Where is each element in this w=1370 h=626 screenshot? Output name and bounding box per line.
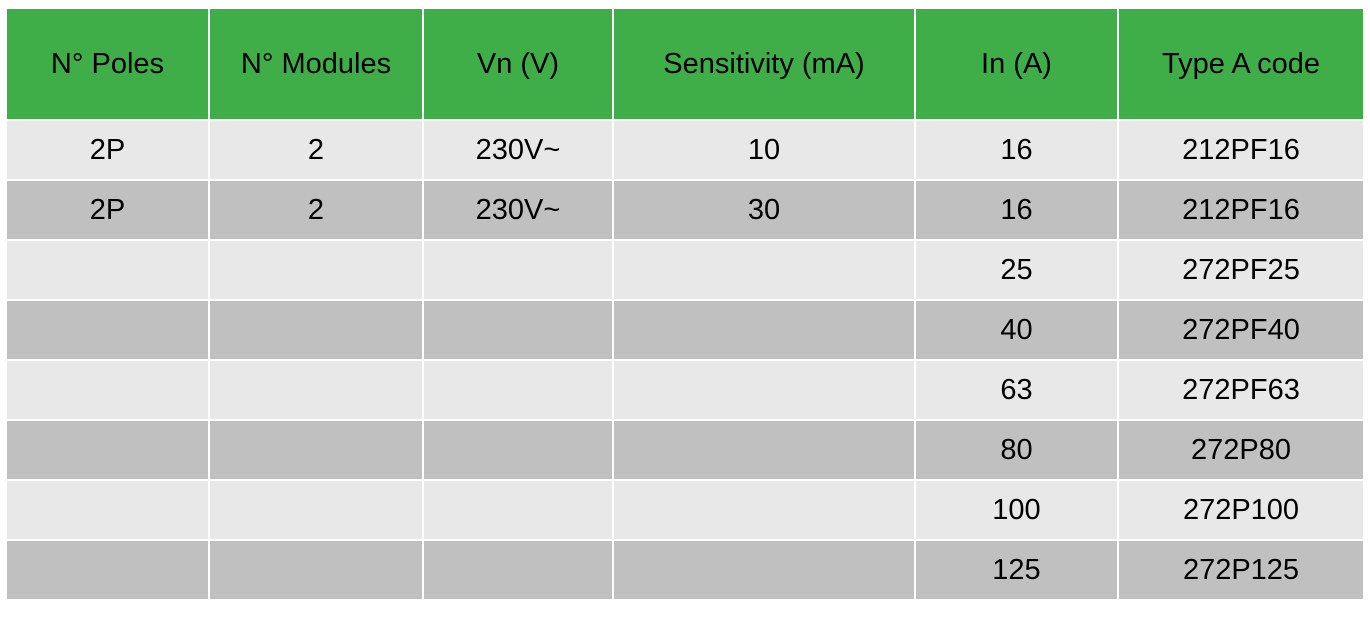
header-voltage: Vn (V) bbox=[422, 7, 614, 121]
cell-current: 25 bbox=[914, 239, 1119, 301]
cell-poles: 2P bbox=[5, 119, 210, 181]
cell-modules bbox=[208, 239, 424, 301]
header-modules: N° Modules bbox=[208, 7, 424, 121]
cell-current: 100 bbox=[914, 479, 1119, 541]
cell-voltage bbox=[422, 419, 614, 481]
cell-modules: 2 bbox=[208, 119, 424, 181]
table-row: 100 272P100 bbox=[5, 479, 1365, 541]
cell-poles bbox=[5, 419, 210, 481]
cell-sensitivity bbox=[612, 299, 916, 361]
cell-sensitivity: 10 bbox=[612, 119, 916, 181]
cell-voltage bbox=[422, 539, 614, 601]
cell-modules bbox=[208, 539, 424, 601]
product-table: N° Poles N° Modules Vn (V) Sensitivity (… bbox=[5, 7, 1365, 601]
cell-poles bbox=[5, 359, 210, 421]
cell-modules: 2 bbox=[208, 179, 424, 241]
cell-type-a-code: 212PF16 bbox=[1117, 119, 1365, 181]
header-type-a-code: Type A code bbox=[1117, 7, 1365, 121]
cell-poles bbox=[5, 539, 210, 601]
cell-current: 40 bbox=[914, 299, 1119, 361]
table-row: 2P 2 230V~ 30 16 212PF16 bbox=[5, 179, 1365, 241]
cell-sensitivity bbox=[612, 359, 916, 421]
table-row: 25 272PF25 bbox=[5, 239, 1365, 301]
cell-current: 125 bbox=[914, 539, 1119, 601]
cell-sensitivity bbox=[612, 419, 916, 481]
cell-type-a-code: 272PF40 bbox=[1117, 299, 1365, 361]
cell-voltage: 230V~ bbox=[422, 119, 614, 181]
cell-poles: 2P bbox=[5, 179, 210, 241]
cell-modules bbox=[208, 479, 424, 541]
cell-type-a-code: 272P125 bbox=[1117, 539, 1365, 601]
cell-poles bbox=[5, 299, 210, 361]
cell-sensitivity bbox=[612, 539, 916, 601]
cell-current: 63 bbox=[914, 359, 1119, 421]
cell-current: 16 bbox=[914, 179, 1119, 241]
cell-sensitivity bbox=[612, 239, 916, 301]
header-row: N° Poles N° Modules Vn (V) Sensitivity (… bbox=[5, 7, 1365, 121]
cell-poles bbox=[5, 239, 210, 301]
cell-modules bbox=[208, 419, 424, 481]
cell-voltage: 230V~ bbox=[422, 179, 614, 241]
cell-sensitivity bbox=[612, 479, 916, 541]
table-row: 2P 2 230V~ 10 16 212PF16 bbox=[5, 119, 1365, 181]
cell-voltage bbox=[422, 479, 614, 541]
cell-type-a-code: 272PF25 bbox=[1117, 239, 1365, 301]
header-current: In (A) bbox=[914, 7, 1119, 121]
cell-voltage bbox=[422, 299, 614, 361]
cell-current: 80 bbox=[914, 419, 1119, 481]
header-poles: N° Poles bbox=[5, 7, 210, 121]
table-row: 125 272P125 bbox=[5, 539, 1365, 601]
cell-modules bbox=[208, 299, 424, 361]
cell-modules bbox=[208, 359, 424, 421]
cell-sensitivity: 30 bbox=[612, 179, 916, 241]
table-row: 80 272P80 bbox=[5, 419, 1365, 481]
cell-type-a-code: 272P80 bbox=[1117, 419, 1365, 481]
cell-poles bbox=[5, 479, 210, 541]
cell-voltage bbox=[422, 359, 614, 421]
cell-type-a-code: 212PF16 bbox=[1117, 179, 1365, 241]
header-sensitivity: Sensitivity (mA) bbox=[612, 7, 916, 121]
cell-type-a-code: 272P100 bbox=[1117, 479, 1365, 541]
table-row: 63 272PF63 bbox=[5, 359, 1365, 421]
cell-voltage bbox=[422, 239, 614, 301]
cell-current: 16 bbox=[914, 119, 1119, 181]
cell-type-a-code: 272PF63 bbox=[1117, 359, 1365, 421]
table-row: 40 272PF40 bbox=[5, 299, 1365, 361]
